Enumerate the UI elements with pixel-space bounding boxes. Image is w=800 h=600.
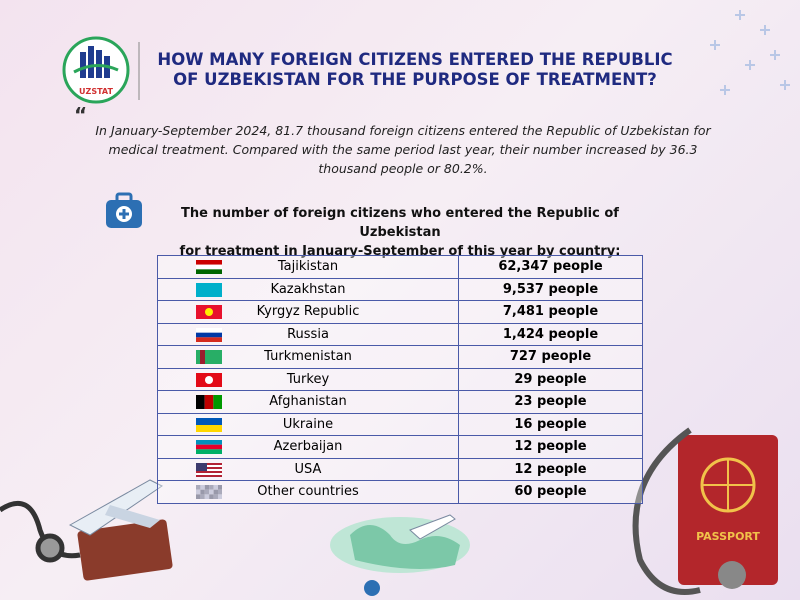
country-name: USA [294,461,322,477]
country-name: Afghanistan [269,394,347,410]
stethoscope-left [0,500,81,563]
country-cell: Tajikistan [157,255,459,279]
flag [196,305,222,319]
flag [196,372,222,387]
title-line: OF UZBEKISTAN FOR THE PURPOSE OF TREATME… [173,70,657,89]
count-cell: 16 people [458,412,643,436]
flag [196,282,222,297]
flag [196,395,222,409]
country-name: Turkey [286,371,330,387]
country-name: Other countries [257,484,359,500]
country-cell: Ukraine [157,412,459,436]
logo-text: UZSTAT [79,87,113,96]
country-table: Tajikistan 62,347 people Kazakhstan 9,537 p… [157,255,643,504]
table-row: Kyrgyz Republic 7,481 people [157,300,643,324]
table-row: Other countries 60 people [157,480,643,504]
count-cell: 29 people [458,367,643,391]
country-name: Kazakhstan [270,281,346,297]
table-body: Tajikistan 62,347 people Kazakhstan 9,537 p… [157,255,643,504]
country-name: Tajikistan [277,259,339,275]
country-cell: Azerbaijan [157,435,459,459]
caption-line: The number of foreign citizens who enter… [181,206,619,240]
count-cell: 60 people [458,480,643,504]
country-name: Turkmenistan [264,349,352,365]
table-row: Afghanistan 23 people [157,390,643,414]
count-cell: 9,537 people [458,277,643,301]
passport: PASSPORT [632,427,778,595]
count-cell: 62,347 people [458,255,643,279]
count-cell: 1,424 people [458,322,643,346]
flag [196,417,222,432]
country-cell: Turkmenistan [157,345,459,369]
count-cell: 12 people [458,435,643,459]
table-row: Azerbaijan 12 people [157,435,643,459]
table-row: Tajikistan 62,347 people [157,255,643,279]
table-row: USA 12 people [157,457,643,481]
intro-text: In January-September 2024, 81.7 thousand… [95,123,711,176]
country-name: Ukraine [282,416,334,432]
quote-mark: “ [74,103,87,127]
country-name: Russia [287,326,329,342]
medical-case-icon [106,192,142,228]
country-cell: Russia [157,322,459,346]
country-name: Azerbaijan [273,439,343,455]
table-row: Russia 1,424 people [157,322,643,346]
country-cell: Afghanistan [157,390,459,414]
flag [196,440,222,454]
flag [196,485,222,499]
flag [196,350,222,364]
count-cell: 23 people [458,390,643,414]
country-cell: Kyrgyz Republic [157,300,459,324]
title: HOW MANY FOREIGN CITIZENS ENTERED THE RE… [145,50,685,90]
airplane-left [68,479,173,581]
globe-center [330,514,470,596]
passport-label: PASSPORT [696,530,760,543]
flag [196,260,222,274]
table-row: Turkmenistan 727 people [157,345,643,369]
count-cell: 12 people [458,457,643,481]
country-cell: Other countries [157,480,459,504]
country-cell: Kazakhstan [157,277,459,301]
logo: UZSTAT [62,36,130,104]
country-cell: USA [157,457,459,481]
title-line: HOW MANY FOREIGN CITIZENS ENTERED THE RE… [157,50,673,69]
table-row: Turkey 29 people [157,367,643,391]
count-cell: 727 people [458,345,643,369]
flag [196,327,222,342]
flag [196,462,222,477]
country-name: Kyrgyz Republic [256,304,360,320]
plus-pattern [710,10,790,95]
table-row: Kazakhstan 9,537 people [157,277,643,301]
country-cell: Turkey [157,367,459,391]
count-cell: 7,481 people [458,300,643,324]
table-row: Ukraine 16 people [157,412,643,436]
table-caption: The number of foreign citizens who enter… [140,204,660,261]
